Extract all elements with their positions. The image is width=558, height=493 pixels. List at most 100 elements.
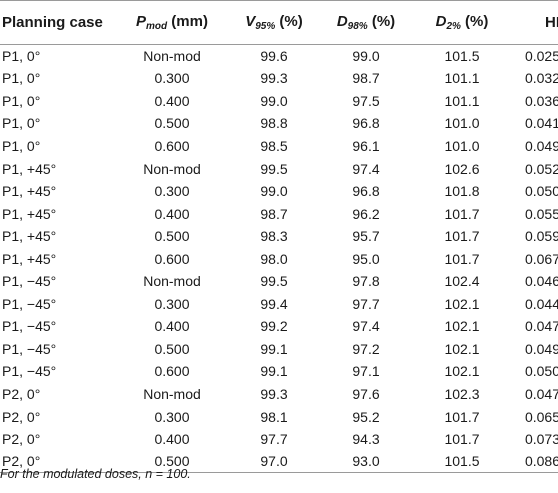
table-row: P2, 0° 0.300 98.1 95.2 101.7 0.065 [0,405,558,428]
hi-cell: 0.059 [524,228,558,245]
v95-cell: 99.5 [260,160,288,177]
v95-cell: 99.6 [260,48,288,65]
hi-cell: 0.041 [524,115,558,132]
header-v95-symbol: V [245,13,256,30]
d2-cell: 102.1 [444,295,480,312]
header-pmod-unit: (mm) [167,13,208,30]
table-row: P1, −45° Non-mod 99.5 97.8 102.4 0.046 [0,270,558,293]
d98-cell: 96.8 [352,183,380,200]
d2-cell: 101.7 [444,408,480,425]
hi-cell: 0.049 [524,340,558,357]
hi-cell: 0.073 [524,431,558,448]
pmod-cell: Non-mod [143,273,201,290]
v95-cell: 97.7 [260,431,288,448]
d2-cell: 101.5 [444,48,480,65]
table-header: Planning case Pmod (mm) V95% (%) D98% (%… [0,0,558,45]
d98-cell: 97.7 [352,295,380,312]
header-v95: V95% (%) [230,0,318,45]
v95-cell: 98.1 [260,408,288,425]
pmod-cell: 0.600 [154,250,190,267]
v95-cell: 98.0 [260,250,288,267]
v95-cell: 99.2 [260,318,288,335]
table-row: P1, 0° 0.500 98.8 96.8 101.0 0.041 [0,112,558,135]
planning-case-cell: P1, +45° [2,205,57,222]
pmod-cell: 0.600 [154,137,190,154]
d2-cell: 101.1 [444,70,480,87]
header-d2: D2% (%) [414,0,510,45]
d98-cell: 94.3 [352,431,380,448]
hi-cell: 0.086 [510,450,558,474]
table-row: P1, −45° 0.600 99.1 97.1 102.1 0.050 [0,360,558,383]
header-pmod-subscript: mod [146,21,168,32]
pmod-cell: Non-mod [143,385,201,402]
planning-case-cell: P1, −45° [2,340,57,357]
pmod-cell: 0.600 [154,363,190,380]
d98-cell: 96.2 [352,205,380,222]
footnote-text: For the modulated doses, [0,467,146,481]
d98-cell: 97.4 [352,318,380,335]
hi-cell: 0.049 [524,137,558,154]
d98-cell: 99.0 [352,48,380,65]
planning-case-cell: P1, 0° [2,137,41,154]
d2-cell: 101.7 [444,431,480,448]
planning-case-cell: P1, 0° [2,70,41,87]
planning-case-cell: P1, −45° [2,295,57,312]
hi-cell: 0.055 [524,205,558,222]
hi-cell: 0.032 [524,70,558,87]
pmod-cell: 0.300 [154,408,190,425]
d98-cell: 95.0 [352,250,380,267]
v95-cell: 99.0 [260,183,288,200]
planning-case-cell: P1, 0° [2,48,41,65]
hi-cell: 0.050 [524,183,558,200]
v95-cell: 99.5 [260,273,288,290]
planning-case-cell: P2, 0° [0,450,114,474]
table-row: P1, +45° 0.400 98.7 96.2 101.7 0.055 [0,202,558,225]
header-row: Planning case Pmod (mm) V95% (%) D98% (%… [0,0,558,45]
pmod-cell: 0.400 [154,92,190,109]
d98-cell: 93.0 [318,450,414,474]
header-d98-unit: (%) [367,13,396,30]
v95-cell: 99.3 [260,385,288,402]
table-row: P1, −45° 0.300 99.4 97.7 102.1 0.044 [0,293,558,316]
v95-cell: 98.7 [260,205,288,222]
v95-cell: 99.3 [260,70,288,87]
pmod-cell: 0.300 [154,295,190,312]
table-row: P1, +45° 0.500 98.3 95.7 101.7 0.059 [0,225,558,248]
v95-cell: 99.4 [260,295,288,312]
table-row: P1, 0° 0.300 99.3 98.7 101.1 0.032 [0,67,558,90]
d98-cell: 97.5 [352,92,380,109]
pmod-cell: 0.300 [154,183,190,200]
header-hi: HI [510,0,558,45]
table-row: P2, 0° 0.400 97.7 94.3 101.7 0.073 [0,428,558,451]
d2-cell: 101.1 [444,92,480,109]
pmod-cell: 0.300 [154,70,190,87]
planning-case-cell: P1, −45° [2,363,57,380]
results-table: Planning case Pmod (mm) V95% (%) D98% (%… [0,0,558,474]
pmod-cell: Non-mod [143,160,201,177]
planning-case-cell: P1, 0° [2,92,41,109]
header-pmod: Pmod (mm) [114,0,230,45]
d98-cell: 96.1 [352,137,380,154]
header-planning-case: Planning case [0,0,114,45]
v95-cell: 99.1 [260,363,288,380]
d2-cell: 101.8 [444,183,480,200]
table-row: P1, 0° Non-mod 99.6 99.0 101.5 0.025 [0,45,558,68]
d2-cell: 101.0 [444,115,480,132]
header-d98: D98% (%) [318,0,414,45]
table-footnote: For the modulated doses, n = 100. [0,467,191,481]
d2-cell: 102.3 [444,385,480,402]
d2-cell: 102.1 [444,318,480,335]
table-row: P1, +45° 0.300 99.0 96.8 101.8 0.050 [0,180,558,203]
table-row: P1, +45° 0.600 98.0 95.0 101.7 0.067 [0,247,558,270]
pmod-cell: 0.400 [154,431,190,448]
pmod-cell: Non-mod [143,48,201,65]
v95-cell: 98.3 [260,228,288,245]
d2-cell: 102.1 [444,363,480,380]
d98-cell: 97.1 [352,363,380,380]
hi-cell: 0.047 [524,318,558,335]
d98-cell: 97.8 [352,273,380,290]
pmod-cell: 0.500 [154,340,190,357]
table-row: P1, −45° 0.500 99.1 97.2 102.1 0.049 [0,338,558,361]
d2-cell: 101.0 [444,137,480,154]
